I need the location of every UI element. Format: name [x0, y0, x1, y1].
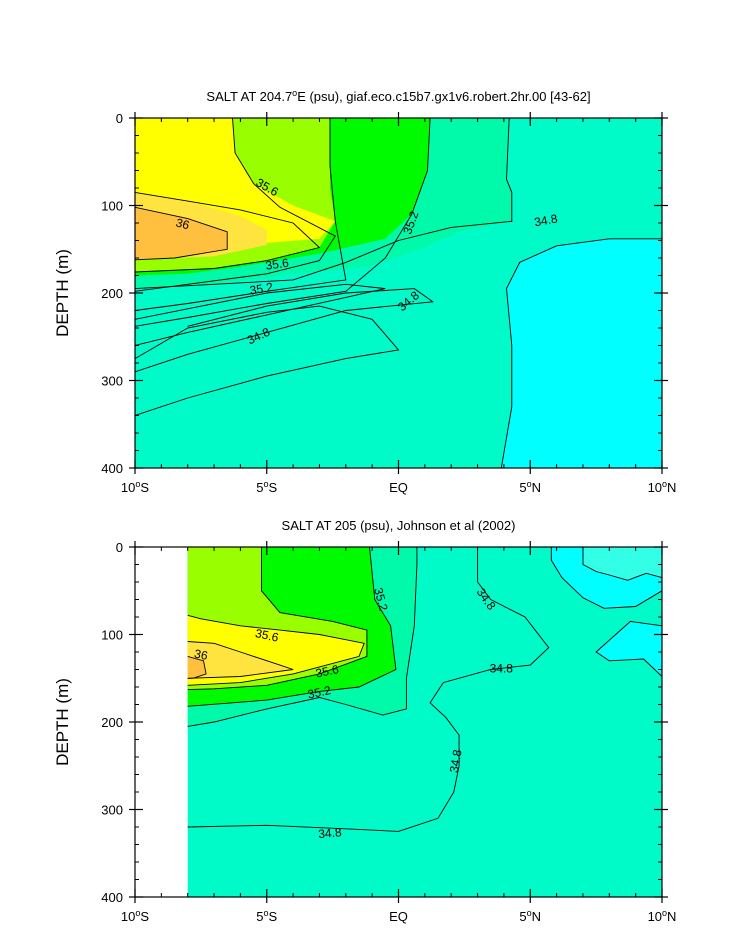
y-tick-label: 300 [101, 803, 123, 818]
contour-line-9 [595, 620, 662, 677]
contour-line-6 [187, 655, 207, 679]
contour-fill-4 [583, 547, 662, 581]
contour-line-5 [187, 641, 294, 679]
contour-fill-8 [135, 207, 228, 260]
plot-area: 35.636 35.2 34.835.635.2 34.834.8 [135, 118, 662, 468]
contour-fill-10 [187, 656, 207, 679]
contour-line-2 [500, 238, 662, 468]
contour-line-4 [135, 288, 435, 373]
contour-line-10 [135, 206, 228, 261]
contour-label: 34.8 [447, 748, 465, 774]
contour-line-1 [135, 118, 513, 290]
x-tick-label: 10oN [648, 908, 677, 924]
x-tick-label: EQ [389, 909, 408, 924]
contour-label: 35.2 [371, 586, 391, 612]
x-tick-label: 5oN [519, 479, 541, 495]
y-tick-label: 300 [101, 374, 123, 389]
contour-label: 34.8 [318, 825, 343, 841]
y-axis-label: DEPTH (m) [53, 678, 72, 766]
contour-line-4 [187, 614, 365, 686]
contour-label: 35.6 [314, 662, 340, 681]
contour-label: 34.8 [490, 662, 514, 676]
x-tick-label: EQ [389, 480, 408, 495]
contour-label: 35.6 [254, 626, 280, 645]
y-tick-label: 100 [101, 199, 123, 214]
contour-line-5 [135, 283, 386, 346]
y-tick-label: 100 [101, 628, 123, 643]
contour-label: 35.6 [265, 256, 290, 273]
contour-label: 36 [193, 646, 209, 663]
contour-line-2 [187, 547, 397, 707]
y-tick-label: 0 [116, 540, 123, 555]
contour-line-3 [135, 305, 400, 416]
contour-line-10 [582, 547, 662, 581]
contour-label: 35.2 [306, 683, 332, 702]
contour-fill-9 [187, 641, 294, 679]
y-tick-label: 200 [101, 286, 123, 301]
x-tick-label: 10oS [121, 479, 149, 495]
x-tick-label: 10oN [648, 479, 677, 495]
contour-line-7 [135, 118, 347, 311]
x-tick-label: 10oS [121, 908, 149, 924]
contour-line-7 [187, 547, 550, 832]
contour-line-3 [187, 547, 368, 691]
contour-label: 36 [174, 215, 191, 232]
x-tick-label: 5oN [519, 908, 541, 924]
y-tick-label: 0 [116, 111, 123, 126]
contour-line-1 [187, 547, 418, 727]
contour-line-9 [135, 191, 321, 273]
contour-label: 35.2 [249, 280, 275, 298]
y-tick-label: 400 [101, 461, 123, 476]
y-tick-label: 200 [101, 715, 123, 730]
contour-line-6 [135, 118, 431, 327]
contour-line-8 [550, 547, 662, 609]
chart-title: SALT AT 204.7oE (psu), giaf.eco.c15b7.gx… [206, 88, 590, 104]
y-axis-label: DEPTH (m) [53, 249, 72, 337]
contour-line-8 [135, 118, 336, 292]
chart-title: SALT AT 205 (psu), Johnson et al (2002) [282, 518, 516, 533]
y-tick-label: 400 [101, 890, 123, 905]
contour-label: 34.8 [533, 211, 559, 229]
x-tick-label: 5oS [256, 908, 277, 924]
x-tick-label: 5oS [256, 479, 277, 495]
contour-fill-3 [596, 621, 662, 677]
